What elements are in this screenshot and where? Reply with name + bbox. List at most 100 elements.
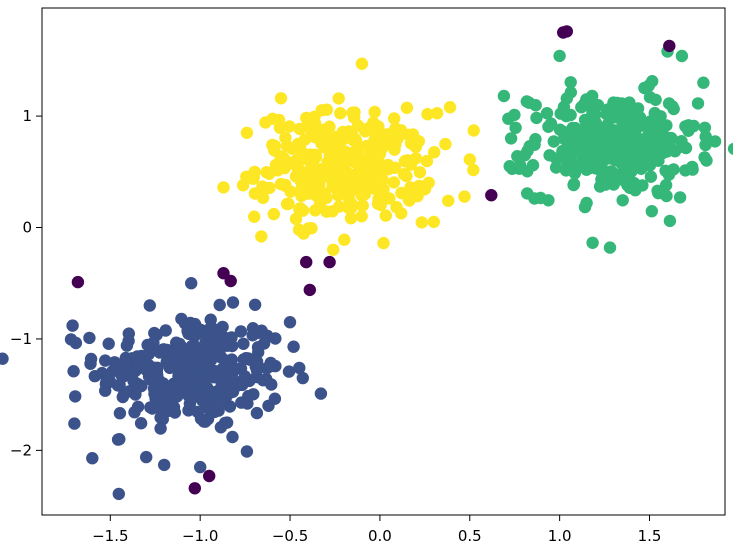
data-point [332, 92, 345, 105]
data-point [99, 354, 112, 367]
data-point [346, 106, 359, 119]
data-point [300, 255, 313, 269]
data-point [334, 150, 348, 163]
data-point [154, 422, 167, 435]
data-point [427, 215, 440, 229]
data-point [332, 200, 346, 213]
data-point [141, 338, 154, 352]
data-point [237, 337, 250, 350]
data-point [660, 189, 673, 203]
data-point [570, 158, 584, 171]
data-point [376, 173, 389, 187]
data-point [586, 236, 599, 249]
data-point [327, 243, 340, 256]
data-point [185, 277, 198, 290]
data-point [112, 487, 126, 501]
data-point [655, 147, 668, 160]
x-tick-label: 0.5 [458, 527, 482, 545]
data-point [129, 364, 142, 377]
data-point [204, 313, 217, 326]
data-point [350, 144, 363, 157]
data-point [324, 171, 337, 184]
data-point [398, 155, 411, 168]
data-point [68, 417, 81, 430]
data-point [428, 146, 441, 159]
data-point [293, 122, 306, 136]
data-point [691, 97, 705, 110]
data-point [248, 298, 262, 311]
data-point [268, 139, 282, 153]
data-point [543, 149, 556, 162]
data-point [69, 336, 83, 350]
data-point [644, 170, 658, 183]
data-point [383, 192, 396, 205]
data-point [368, 105, 381, 119]
data-point [202, 357, 216, 370]
x-tick-label: −1.0 [182, 527, 218, 545]
data-point [379, 209, 392, 222]
data-point [160, 343, 174, 357]
data-point [645, 205, 658, 218]
data-point [659, 178, 673, 192]
data-point [395, 207, 408, 220]
data-point [134, 417, 148, 430]
data-point [617, 140, 630, 153]
data-point [217, 181, 230, 194]
data-point [542, 194, 555, 207]
data-point [697, 76, 710, 89]
data-point [530, 111, 543, 125]
data-point [708, 135, 722, 148]
data-point [173, 371, 186, 384]
y-tick-label: 1 [22, 107, 32, 125]
data-point [540, 107, 554, 120]
data-point [381, 158, 395, 172]
data-point [502, 112, 515, 125]
data-point [146, 402, 159, 415]
data-point [226, 296, 240, 309]
data-point [679, 141, 693, 155]
data-point [282, 365, 296, 378]
data-point [303, 283, 316, 297]
data-point [320, 161, 333, 175]
data-point [355, 210, 368, 223]
data-point [659, 164, 672, 177]
data-point [238, 370, 252, 383]
data-point [210, 338, 223, 351]
data-point [184, 316, 197, 330]
data-point [255, 230, 268, 243]
data-point [609, 154, 622, 167]
data-point [131, 350, 144, 363]
data-point [158, 458, 171, 472]
data-point [564, 108, 577, 122]
data-point [120, 339, 134, 352]
data-point [404, 181, 417, 194]
data-point [66, 319, 79, 332]
data-point [188, 482, 201, 495]
data-point [384, 136, 397, 149]
data-point [170, 360, 183, 373]
data-point [395, 186, 408, 200]
data-point [430, 107, 444, 120]
data-point [235, 396, 248, 409]
data-point [549, 161, 563, 174]
data-point [421, 108, 434, 121]
plot-frame [41, 7, 726, 516]
data-point [528, 192, 541, 205]
data-point [113, 407, 127, 420]
data-point [203, 469, 216, 483]
data-point [673, 191, 687, 204]
data-point [215, 351, 228, 365]
data-point [623, 96, 636, 109]
data-point [679, 120, 692, 133]
data-point [643, 91, 657, 104]
data-point [504, 132, 518, 145]
data-point [323, 255, 336, 269]
y-tick-label: −1 [10, 330, 32, 348]
data-point [67, 365, 80, 378]
data-point [334, 107, 347, 120]
data-point [306, 157, 320, 170]
data-point [173, 337, 186, 351]
data-point [528, 138, 541, 151]
data-point [240, 126, 254, 139]
data-point [213, 298, 226, 312]
